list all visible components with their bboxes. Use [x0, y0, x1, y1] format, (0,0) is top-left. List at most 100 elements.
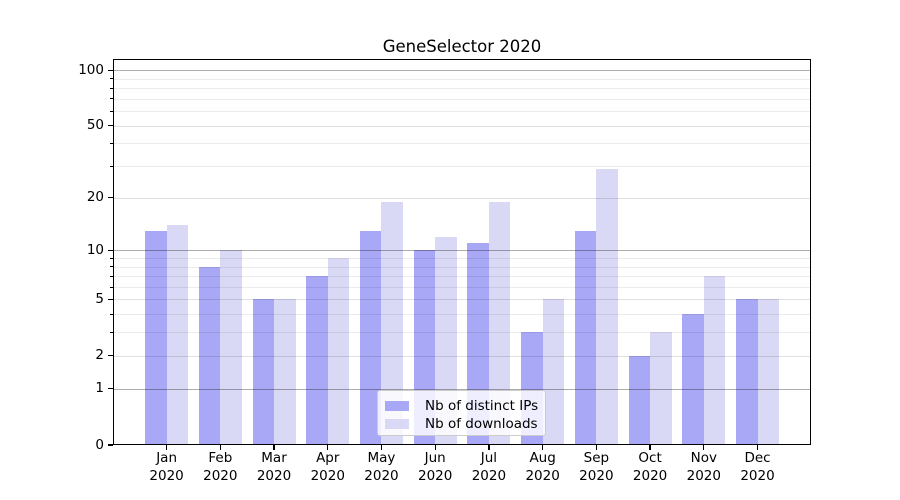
gridline-40: [114, 143, 810, 145]
y-minortick-3: [110, 332, 113, 333]
x-tick-year: 2020: [525, 467, 560, 484]
gridline-100: [114, 70, 810, 72]
bar-sep-distinct-ips: [574, 230, 597, 445]
legend-entry-distinct-ips: Nb of distinct IPs: [385, 397, 545, 415]
x-tick-month: Jun: [424, 450, 446, 466]
y-minortick-90: [110, 78, 113, 80]
x-tick-label-nov: Nov 2020: [677, 450, 731, 485]
y-minortick-6: [110, 286, 113, 288]
gridline-20: [114, 197, 810, 199]
y-tick-label-5: 5: [95, 290, 104, 307]
y-tick-label-10: 10: [86, 241, 104, 258]
bar-oct-distinct-ips: [628, 355, 651, 445]
y-tick-0: [108, 444, 113, 446]
legend: Nb of distinct IPs Nb of downloads: [377, 390, 546, 436]
x-tick-label-jul: Jul 2020: [462, 450, 516, 485]
x-tick-month: Mar: [261, 450, 287, 466]
y-tick-label-2: 2: [95, 347, 104, 364]
x-tick-feb: [219, 445, 221, 450]
x-tick-jun: [434, 445, 436, 450]
x-tick-month: Sep: [583, 450, 610, 466]
x-tick-year: 2020: [256, 467, 292, 484]
x-tick-nov: [703, 445, 705, 450]
y-minortick-4: [110, 313, 113, 315]
x-tick-year: 2020: [579, 467, 614, 484]
y-tick-100: [108, 69, 113, 71]
y-tick-label-50: 50: [86, 117, 104, 134]
x-tick-label-mar: Mar 2020: [247, 450, 301, 485]
x-tick-year: 2020: [364, 467, 399, 484]
x-tick-year: 2020: [471, 467, 507, 484]
y-minortick-7: [110, 275, 113, 277]
x-tick-month: Nov: [690, 450, 717, 466]
x-tick-year: 2020: [310, 467, 345, 484]
legend-swatch-downloads: [385, 419, 409, 429]
y-minortick-70: [110, 98, 113, 100]
bar-nov-distinct-ips: [682, 314, 704, 445]
y-tick-5: [108, 298, 113, 301]
y-minortick-60: [110, 110, 113, 112]
x-tick-label-apr: Apr 2020: [301, 450, 355, 485]
x-tick-year: 2020: [632, 467, 668, 484]
x-tick-month: Jul: [480, 450, 498, 466]
x-tick-year: 2020: [686, 467, 721, 484]
bar-mar-downloads: [274, 299, 296, 445]
gridline-80: [114, 88, 810, 90]
y-minortick-9: [110, 257, 113, 259]
bar-sep-downloads: [596, 168, 618, 445]
x-tick-year: 2020: [203, 467, 238, 484]
x-tick-month: Jan: [156, 450, 177, 466]
x-tick-label-oct: Oct 2020: [623, 450, 677, 485]
x-tick-month: Apr: [316, 450, 340, 466]
bar-feb-distinct-ips: [198, 266, 221, 445]
gridline-50: [114, 125, 810, 127]
y-tick-label-20: 20: [86, 189, 104, 206]
x-tick-label-dec: Dec 2020: [731, 450, 785, 485]
bar-aug-downloads: [542, 299, 565, 445]
x-tick-dec: [756, 445, 759, 450]
x-tick-mar: [273, 445, 275, 450]
y-tick-label-1: 1: [95, 380, 104, 397]
y-tick-10: [108, 249, 113, 251]
bar-may-downloads: [381, 201, 403, 445]
gridline-60: [114, 111, 810, 113]
bar-oct-downloads: [650, 332, 672, 445]
bar-jan-downloads: [166, 225, 189, 445]
x-tick-label-feb: Feb 2020: [193, 450, 247, 485]
bar-jan-distinct-ips: [145, 230, 167, 445]
x-tick-label-jan: Jan 2020: [140, 450, 194, 485]
y-tick-label-100: 100: [78, 61, 104, 78]
bar-feb-downloads: [220, 250, 242, 445]
x-tick-sep: [595, 445, 597, 450]
bar-dec-distinct-ips: [736, 299, 758, 445]
bar-mar-distinct-ips: [252, 299, 275, 445]
x-tick-year: 2020: [418, 467, 453, 484]
bar-jul-downloads: [488, 201, 511, 445]
legend-label-downloads: Nb of downloads: [425, 416, 538, 432]
gridline-30: [114, 166, 810, 168]
gridline-90: [114, 78, 810, 80]
legend-label-distinct-ips: Nb of distinct IPs: [425, 398, 539, 414]
x-tick-label-jun: Jun 2020: [408, 450, 462, 485]
gridline-10: [114, 250, 810, 252]
x-tick-month: Feb: [208, 450, 233, 466]
chart-title: GeneSelector 2020: [382, 37, 542, 56]
x-tick-jul: [488, 445, 490, 450]
x-tick-month: May: [367, 450, 396, 466]
x-tick-month: Aug: [529, 450, 556, 466]
gridline-70: [114, 98, 810, 100]
x-tick-label-aug: Aug 2020: [516, 450, 570, 485]
y-tick-50: [108, 125, 113, 127]
x-tick-may: [380, 445, 383, 450]
y-tick-label-0: 0: [95, 436, 104, 453]
bar-dec-downloads: [757, 299, 780, 445]
x-tick-jan: [166, 445, 168, 450]
x-tick-oct: [649, 445, 651, 450]
x-tick-year: 2020: [149, 467, 184, 484]
y-tick-20: [108, 197, 113, 199]
y-minortick-30: [110, 165, 113, 167]
x-tick-month: Dec: [744, 450, 771, 466]
gridline-9: [114, 258, 810, 259]
x-tick-year: 2020: [740, 467, 775, 484]
bar-nov-downloads: [703, 276, 726, 445]
